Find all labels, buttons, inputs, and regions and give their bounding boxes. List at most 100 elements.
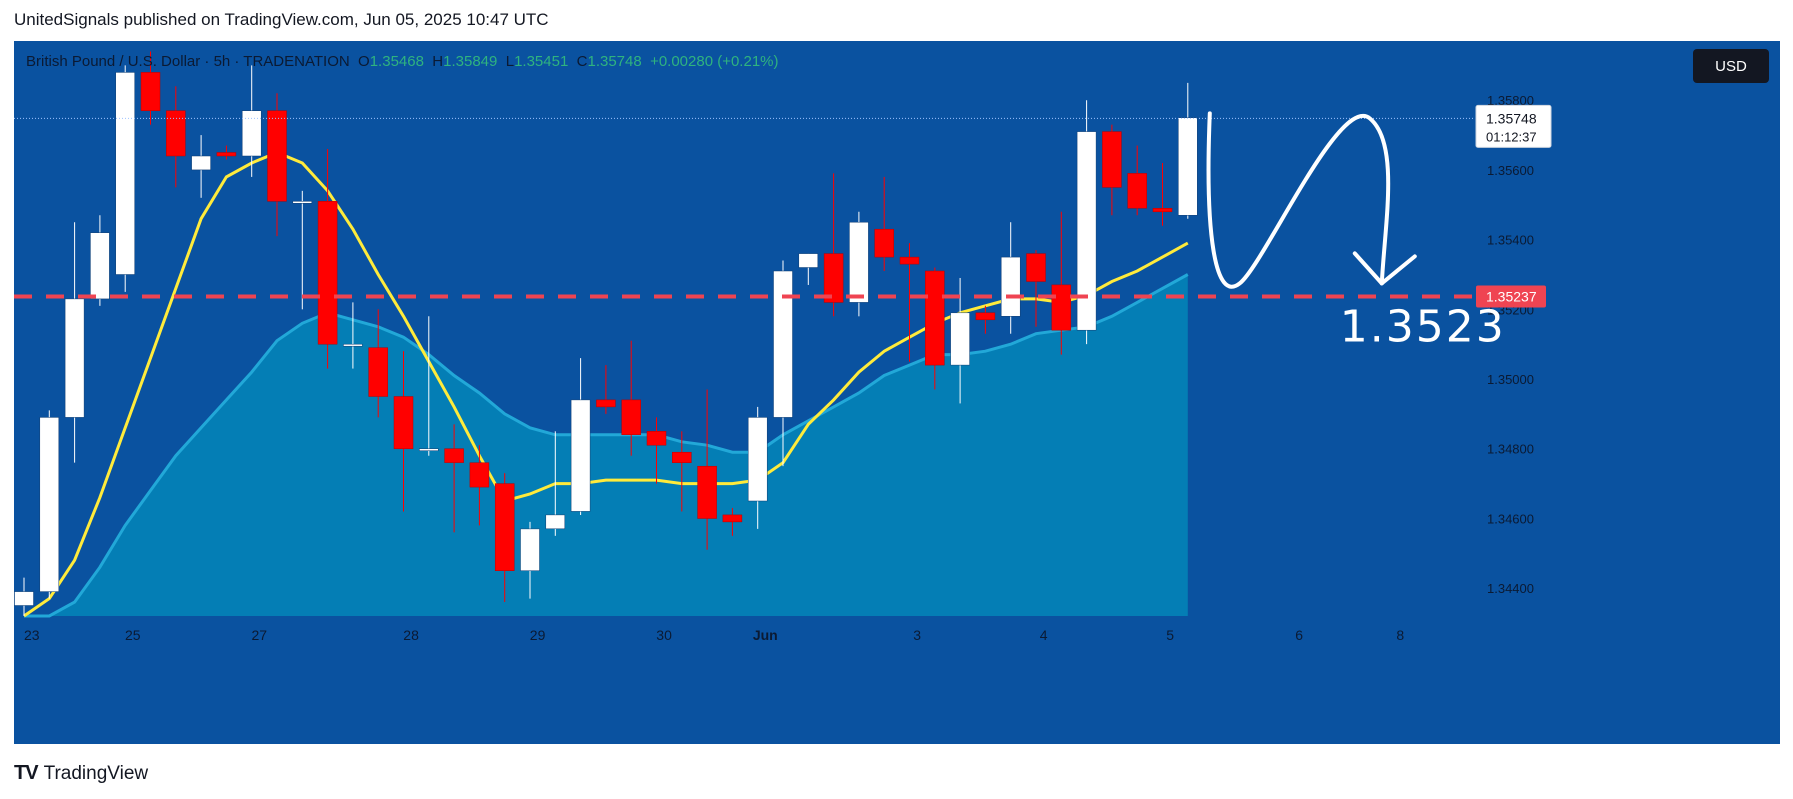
candle-body [166,110,186,157]
candle-body [899,256,920,265]
y-tick-label: 1.35800 [1487,93,1534,108]
candle-22 [570,358,591,515]
candle-45 [1152,162,1173,226]
candle-body [39,417,60,592]
candle-29 [747,406,768,529]
candle-0 [14,577,34,616]
legend-high-value: 1.35849 [443,53,498,70]
candle-33 [849,211,869,317]
publisher-line: UnitedSignals published on TradingView.c… [14,10,549,29]
countdown-label: 01:12:37 [1486,129,1537,144]
candle-body [444,448,464,463]
candle-3 [90,215,110,306]
candle-31 [798,253,819,285]
candle-11 [292,190,313,310]
legend-low-value: 1.35451 [514,53,569,70]
legend-close-label: C [576,53,588,70]
candle-body [1000,256,1021,317]
currency-button[interactable]: USD [1693,49,1769,83]
tradingview-logo-icon: TV [14,762,39,784]
candle-body [1127,173,1147,209]
area-line [24,273,1189,618]
candle-body [494,483,515,571]
y-tick-label: 1.34400 [1487,581,1534,596]
candle-39 [1000,222,1021,334]
current-price-badge [1475,104,1552,148]
legend-change: +0.00280 (+0.21%) [650,53,779,70]
candle-body [773,270,793,418]
ema-line [23,150,1189,618]
projection-arrowhead [1352,251,1417,286]
candle-13 [343,302,363,369]
candle-37 [950,277,970,404]
candle-25 [646,417,667,484]
candle-body [1076,131,1097,331]
level-badge [1476,285,1546,308]
candle-24 [621,340,641,456]
y-tick-label: 1.34600 [1487,511,1534,526]
candle-body [393,396,414,450]
legend-high-label: H [432,53,444,70]
legend-open-value: 1.35468 [369,53,424,70]
candle-38 [975,305,996,334]
legend-symbol: British Pound / U.S. Dollar · 5h · TRADE… [26,53,350,70]
candle-30 [773,260,793,467]
candle-body [241,110,262,157]
candle-36 [925,267,945,390]
candle-27 [697,389,717,550]
y-tick-label: 1.35400 [1487,233,1534,248]
candle-body [621,399,641,435]
projection-arrow [1206,111,1391,289]
x-tick-label: 23 [24,627,40,643]
candle-body [1102,131,1122,188]
candle-body [874,228,894,258]
footer-brand-name: TradingView [43,762,149,784]
candle-10 [267,93,287,237]
candle-body [1152,208,1173,213]
candle-body [140,72,161,111]
candle-15 [393,351,414,512]
candle-2 [64,222,85,463]
candle-body [1026,253,1046,282]
x-tick-label: 4 [1040,627,1048,643]
y-tick-label: 1.35600 [1487,163,1534,178]
target-label: 1.3523 [1340,301,1506,352]
chart-panel[interactable]: 1.35800 1.35600 1.35400 1.35200 1.35000 1.348… [14,41,1780,744]
price-chart[interactable]: 1.358001.356001.354001.352001.350001.348… [14,41,1780,744]
candle-body [14,591,34,606]
candle-23 [596,365,616,414]
legend-low-label: L [505,53,515,70]
candle-26 [672,431,692,512]
x-tick-label: 27 [252,627,268,643]
x-tick-label: 8 [1396,627,1404,643]
candle-8 [216,145,237,160]
level-label: 1.35237 [1486,288,1537,304]
x-tick-label: 5 [1166,627,1174,643]
candle-body [1051,284,1072,331]
candle-44 [1127,145,1147,216]
candle-body [343,343,363,347]
x-tick-label: Jun [753,627,778,643]
candle-body [115,72,135,275]
candle-body [317,201,338,345]
candle-16 [419,316,439,456]
footer-brand[interactable]: TV TradingView [14,762,148,785]
candle-18 [469,445,490,526]
y-tick-label: 1.35000 [1487,372,1534,387]
candle-body [267,110,287,202]
candle-4 [115,65,135,292]
candle-21 [545,431,566,536]
candle-body [216,152,237,157]
y-tick-label: 1.34800 [1487,442,1534,457]
candle-body [646,431,667,446]
candle-body [823,253,844,303]
x-tick-label: 29 [530,627,546,643]
candle-6 [166,86,186,188]
x-tick-label: 6 [1295,627,1303,643]
candle-34 [874,176,894,271]
x-tick-label: 28 [403,627,419,643]
candle-14 [368,309,388,418]
candle-body [469,462,490,488]
candle-body [975,312,996,321]
candle-body [545,514,566,530]
